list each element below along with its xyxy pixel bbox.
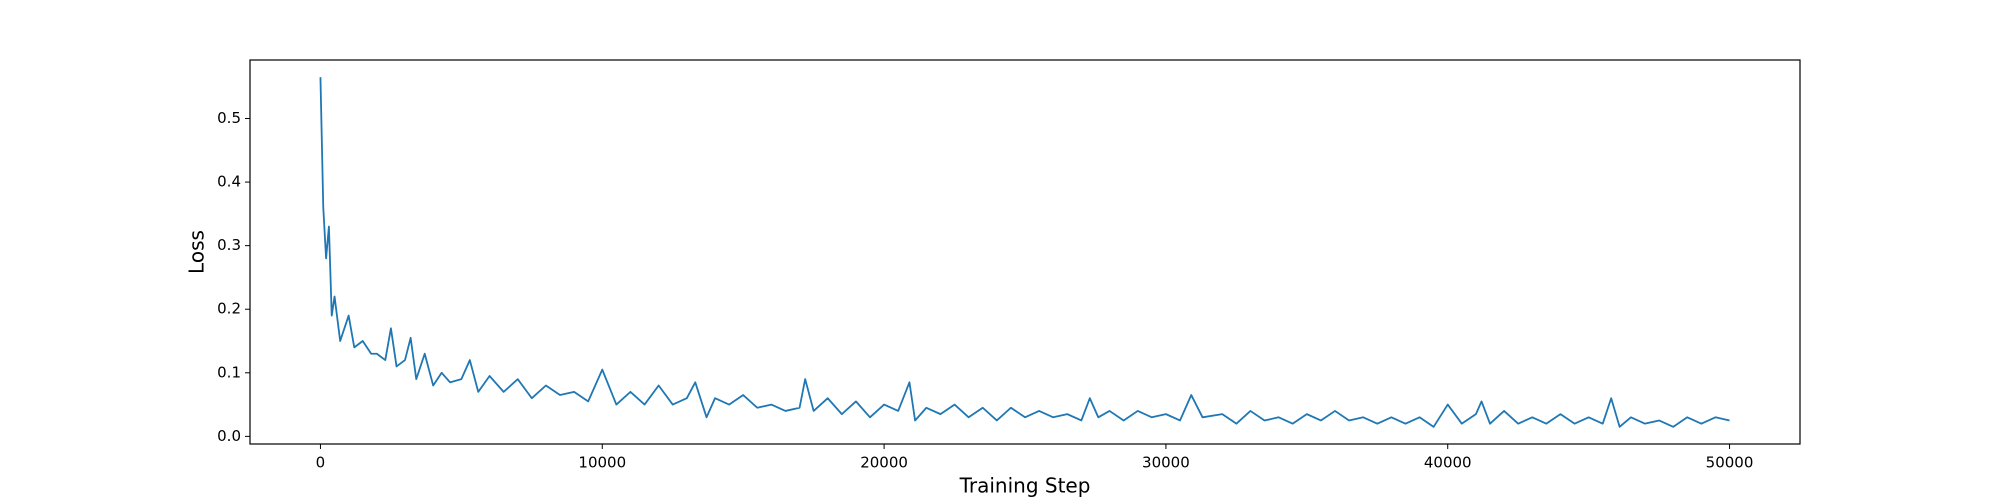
x-tick-label: 0	[316, 454, 326, 472]
x-tick-label: 20000	[860, 454, 908, 472]
y-tick-label: 0.0	[217, 427, 241, 445]
y-tick-label: 0.3	[217, 236, 241, 254]
x-tick-label: 30000	[1142, 454, 1190, 472]
y-tick-label: 0.2	[217, 300, 241, 318]
y-tick-label: 0.5	[217, 109, 241, 127]
y-tick-label: 0.4	[217, 173, 241, 191]
loss-line	[319, 77, 1730, 428]
x-tick-label: 10000	[578, 454, 626, 472]
x-tick-label: 40000	[1424, 454, 1472, 472]
y-tick-label: 0.1	[217, 363, 241, 381]
x-axis-label: Training Step	[959, 474, 1091, 498]
x-tick-label: 50000	[1706, 454, 1754, 472]
y-axis-label: Loss	[185, 230, 209, 274]
axes-frame	[249, 59, 1801, 445]
